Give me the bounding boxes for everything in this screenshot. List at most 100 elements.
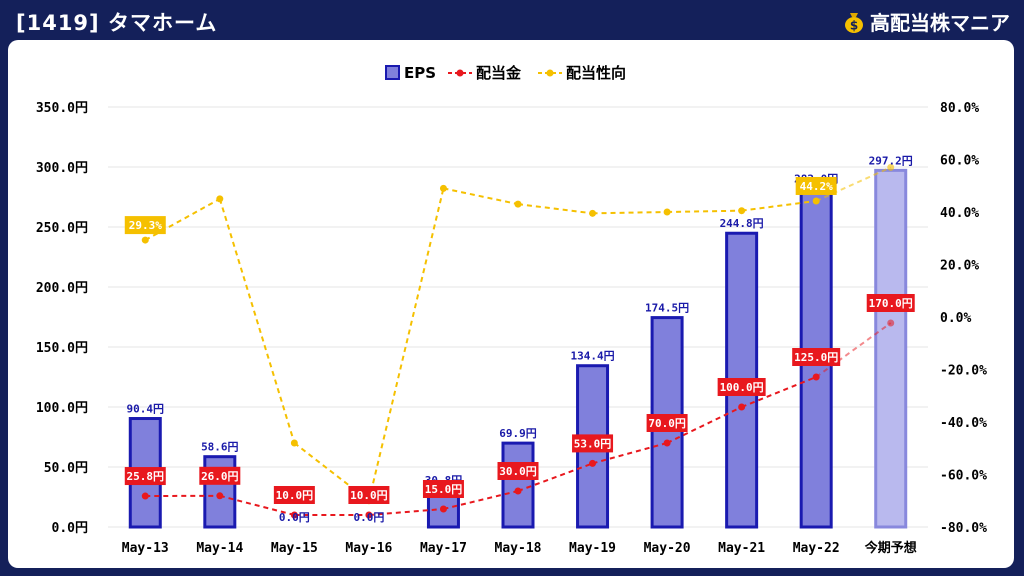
dividend-point bbox=[290, 511, 298, 519]
payout-line-segment bbox=[443, 187, 519, 206]
payout-line-segment bbox=[815, 166, 892, 202]
legend-eps-swatch bbox=[385, 65, 400, 80]
x-tick-label: May-22 bbox=[793, 541, 840, 556]
y-right-tick-label: 0.0% bbox=[940, 311, 971, 326]
eps-data-label: 90.4円 bbox=[127, 403, 165, 416]
dividend-data-label: 170.0円 bbox=[869, 297, 913, 310]
dividend-label-box bbox=[348, 486, 390, 504]
y-right-tick-label: -40.0% bbox=[940, 416, 987, 431]
dividend-line-segment bbox=[219, 494, 295, 516]
x-tick-label: May-21 bbox=[718, 541, 765, 556]
payout-line-segment bbox=[367, 188, 445, 501]
payout-point bbox=[141, 236, 149, 244]
dividend-data-label: 125.0円 bbox=[794, 351, 838, 364]
legend-eps-label: EPS bbox=[404, 64, 436, 82]
payout-point bbox=[738, 207, 746, 215]
dividend-point bbox=[439, 505, 447, 513]
dividend-data-label: 25.8円 bbox=[127, 470, 165, 483]
dividend-line-segment bbox=[592, 442, 668, 465]
dividend-point bbox=[812, 373, 820, 381]
dividend-point bbox=[663, 439, 671, 447]
payout-point bbox=[663, 208, 671, 216]
x-tick-label: May-13 bbox=[122, 541, 169, 556]
eps-bar bbox=[874, 168, 908, 529]
dividend-line-segment bbox=[815, 322, 892, 378]
payout-line-segment bbox=[592, 211, 668, 215]
legend-dividend-marker bbox=[456, 69, 464, 77]
legend-dividend-label: 配当金 bbox=[476, 64, 522, 82]
dividend-line-segment bbox=[666, 406, 743, 444]
x-tick-label: May-16 bbox=[345, 541, 392, 556]
payout-point bbox=[290, 439, 298, 447]
dividend-line-segment bbox=[443, 490, 519, 510]
header-bar: [1419] タマホーム $ 高配当株マニア bbox=[0, 0, 1024, 40]
dividend-point bbox=[141, 492, 149, 500]
y-right-tick-label: -20.0% bbox=[940, 364, 987, 379]
money-bag-icon: $ bbox=[845, 12, 863, 33]
dividend-data-label: 53.0円 bbox=[574, 437, 612, 450]
brand-logo: $ 高配当株マニア bbox=[844, 7, 1010, 36]
dividend-line-segment bbox=[517, 462, 593, 492]
eps-data-label: 0.0円 bbox=[279, 511, 310, 524]
y-left-tick-label: 250.0円 bbox=[36, 221, 88, 236]
y-left-tick-label: 50.0円 bbox=[44, 461, 88, 476]
eps-data-label: 69.9円 bbox=[499, 427, 537, 440]
payout-point bbox=[589, 209, 597, 217]
dividend-data-label: 100.0円 bbox=[720, 381, 764, 394]
dividend-label-box bbox=[866, 294, 915, 312]
eps-data-label: 134.4円 bbox=[570, 350, 614, 363]
eps-data-label: 174.5円 bbox=[645, 302, 689, 315]
chart-panel: 0.0円 50.0円 100.0円 150.0円 200.0円 250.0円 300.0円 3… bbox=[8, 40, 1014, 568]
y-right-tick-label: 80.0% bbox=[940, 101, 979, 116]
combo-chart: 0.0円 50.0円 100.0円 150.0円 200.0円 250.0円 300.0円 3… bbox=[36, 64, 987, 556]
payout-point bbox=[812, 197, 820, 205]
dividend-point bbox=[887, 319, 895, 327]
dividend-data-label: 26.0円 bbox=[201, 470, 239, 483]
eps-data-label: 297.2円 bbox=[869, 154, 913, 167]
payout-data-label: 29.3% bbox=[129, 219, 162, 232]
eps-bar bbox=[501, 441, 535, 529]
payout-line-segment bbox=[741, 199, 817, 212]
dividend-point bbox=[514, 487, 522, 495]
payout-label-box bbox=[795, 176, 837, 195]
page-title: [1419] タマホーム bbox=[16, 11, 218, 35]
eps-data-label: 0.0円 bbox=[353, 511, 384, 524]
x-tick-label: May-14 bbox=[196, 541, 243, 556]
x-tick-label: 今期予想 bbox=[864, 540, 917, 556]
svg-text:$: $ bbox=[850, 18, 858, 32]
dividend-label-box bbox=[199, 466, 241, 485]
y-left-tick-label: 0.0円 bbox=[52, 521, 88, 536]
brand-name: 高配当株マニア bbox=[870, 11, 1010, 35]
payout-data-label: 44.2% bbox=[800, 180, 833, 193]
payout-point bbox=[216, 195, 224, 203]
eps-data-label: 244.8円 bbox=[720, 217, 764, 230]
payout-line-segment bbox=[218, 198, 296, 444]
dividend-label-box bbox=[273, 486, 315, 504]
dividend-label-box bbox=[646, 414, 688, 432]
y-left-tick-label: 200.0円 bbox=[36, 281, 88, 296]
dividend-point bbox=[738, 403, 746, 411]
payout-point bbox=[439, 184, 447, 192]
payout-line-segment bbox=[517, 203, 593, 215]
dividend-label-box bbox=[124, 467, 166, 486]
y-right-tick-label: -60.0% bbox=[940, 469, 987, 484]
dividend-line-segment bbox=[368, 508, 444, 516]
x-tick-label: May-17 bbox=[420, 541, 467, 556]
dividend-point bbox=[365, 511, 373, 519]
dividend-label-box bbox=[572, 434, 614, 453]
y-right-tick-label: 20.0% bbox=[940, 259, 979, 274]
payout-point bbox=[514, 200, 522, 208]
dividend-data-label: 10.0円 bbox=[276, 489, 314, 502]
y-right-tick-label: 60.0% bbox=[940, 154, 979, 169]
legend-payout-label: 配当性向 bbox=[566, 64, 626, 82]
dividend-point bbox=[589, 459, 597, 467]
y-right-tick-label: -80.0% bbox=[940, 521, 987, 536]
payout-point bbox=[887, 163, 895, 171]
y-left-tick-label: 100.0円 bbox=[36, 401, 88, 416]
dividend-line-segment bbox=[741, 376, 817, 408]
payout-line-segment bbox=[293, 442, 370, 502]
dividend-data-label: 70.0円 bbox=[648, 417, 686, 430]
x-tick-label: May-18 bbox=[495, 541, 542, 556]
y-right-tick-label: 40.0% bbox=[940, 206, 979, 221]
y-left-tick-label: 350.0円 bbox=[36, 101, 88, 116]
